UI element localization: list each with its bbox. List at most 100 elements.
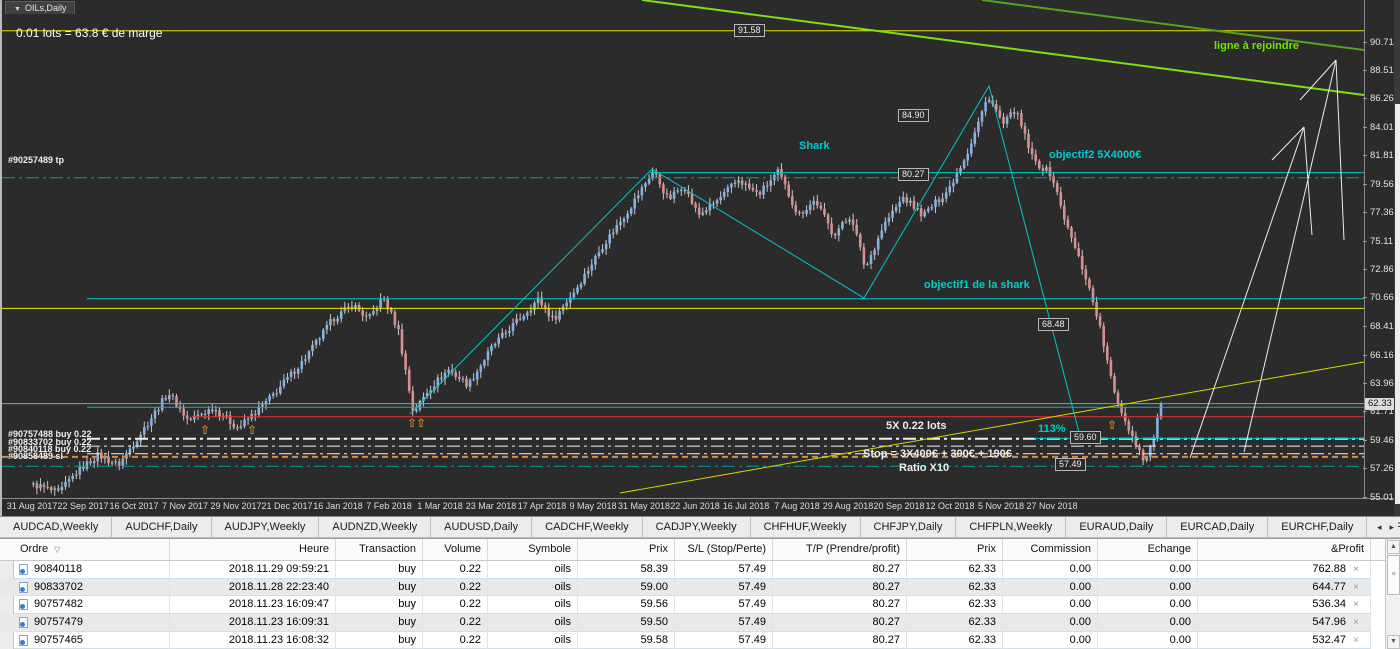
close-order-icon[interactable]: × [1353,564,1359,575]
tab-scroll-right-icon[interactable]: ▸ [1389,521,1394,532]
order-document-icon [19,599,28,611]
order-document-icon [19,634,28,646]
symbol-tab-eurcad[interactable]: EURCAD,Daily [1167,517,1269,537]
cell-tp: 80.27 [773,631,907,649]
order-level-label: #90858489 sl [8,451,64,461]
white-arrow-2-shaft [1243,59,1337,453]
price-tick-label: 59.46 [1363,435,1400,446]
price-tick-label: 70.66 [1363,292,1400,303]
cell-time: 2018.11.28 22:23:40 [170,578,336,597]
buy-arrow-icon: ⇧ [200,423,210,437]
column-header-volume[interactable]: Volume [423,539,488,560]
price-tick-label: 81.81 [1363,150,1400,161]
date-tick-label: 31 May 2018 [617,501,671,511]
order-row[interactable]: 90757479 2018.11.23 16:09:31 buy 0.22 oils 59… [0,614,1371,632]
column-header-t-p-prendre-profit[interactable]: T/P (Prendre/profit) [773,539,907,560]
scroll-down-icon[interactable]: ▼ [1387,635,1400,649]
order-row[interactable]: 90757465 2018.11.23 16:08:32 buy 0.22 oils 59… [0,631,1371,649]
symbol-tab-audusd[interactable]: AUDUSD,Daily [431,517,533,537]
cell-price: 59.00 [578,578,675,597]
cell-time: 2018.11.23 16:09:47 [170,596,336,615]
terminal-scrollbar[interactable]: ▲ ≡ ▼ [1385,539,1400,649]
cell-tp: 80.27 [773,614,907,632]
date-tick-label: 9 May 2018 [569,501,617,511]
terminal-scrollbar-thumb[interactable]: ≡ [1387,555,1400,595]
chart-text-annotation: Ratio X10 [899,462,950,474]
symbol-tab-eurchf[interactable]: EURCHF,Daily [1268,517,1368,537]
cell-commission: 0.00 [1003,631,1098,649]
price-tick-label: 66.16 [1363,350,1400,361]
price-tick-label: 84.01 [1363,122,1400,133]
column-header-transaction[interactable]: Transaction [336,539,423,560]
cell-commission: 0.00 [1003,614,1098,632]
order-row[interactable]: 90840118 2018.11.29 09:59:21 buy 0.22 oils 58… [0,561,1371,579]
order-document-icon [19,564,28,575]
order-row[interactable]: 90833702 2018.11.28 22:23:40 buy 0.22 oils 59… [0,578,1371,597]
chart-text-annotation: 0.01 lots = 63.8 € de marge [16,26,163,40]
green-line-to-rejoin [641,0,1364,96]
scroll-up-icon[interactable]: ▲ [1387,540,1400,554]
white-arrow-2-tail [1335,59,1345,241]
chart-text-annotation: 113% [1038,423,1066,435]
date-tick-label: 7 Feb 2018 [366,501,412,511]
cell-order: 90757482 [14,596,170,615]
chart-scrollbar[interactable] [1394,0,1400,516]
price-tick-label: 68.41 [1363,321,1400,332]
column-header-heure[interactable]: Heure [170,539,336,560]
column-header-echange[interactable]: Echange [1098,539,1198,560]
column-header-s-l-stop-perte[interactable]: S/L (Stop/Perte) [675,539,773,560]
cell-price2: 62.33 [907,578,1003,597]
column-header-ordre[interactable]: Ordre ▽ [14,539,170,560]
symbol-tab-chfpln[interactable]: CHFPLN,Weekly [956,517,1067,537]
tab-scroll-left-icon[interactable]: ◂ [1376,521,1382,532]
order-row[interactable]: 90757482 2018.11.23 16:09:47 buy 0.22 oils 59… [0,596,1371,615]
order-level-label: #90257489 tp [8,155,65,165]
cell-volume: 0.22 [423,614,488,632]
symbol-tab-audchf[interactable]: AUDCHF,Daily [112,517,212,537]
symbol-tab-cadchf[interactable]: CADCHF,Weekly [532,517,643,537]
column-header-commission[interactable]: Commission [1003,539,1098,560]
column-header-symbole[interactable]: Symbole [488,539,578,560]
price-tick-label: 79.56 [1363,179,1400,190]
chart-panel[interactable]: ▼ OILs,Daily ⇧ ⇧ ⇧ ⇧ ⇧ 0.01 lots = 63.8 € de … [0,0,1400,516]
column-header-prix[interactable]: Prix [907,539,1003,560]
chevron-down-icon: ▼ [14,6,21,13]
price-tick-label: 86.26 [1363,93,1400,104]
symbol-tab-cadjpy[interactable]: CADJPY,Weekly [642,517,751,537]
close-order-icon[interactable]: × [1353,581,1359,593]
close-order-icon[interactable]: × [1353,599,1359,611]
cell-type: buy [336,561,423,579]
horizontal-level-lines[interactable] [2,30,1364,467]
price-tick-label: 63.96 [1363,378,1400,389]
symbol-tab-chfjpy[interactable]: CHFJPY,Daily [860,517,957,537]
cell-profit: 762.88 × [1198,561,1371,579]
symbol-tab-chfhuf[interactable]: CHFHUF,Weekly [750,517,861,537]
chart-window-tab[interactable]: ▼ OILs,Daily [5,1,76,14]
price-tick-label: 72.86 [1363,264,1400,275]
candlestick-chart[interactable]: ⇧ ⇧ ⇧⇧ ⇧ [2,0,1364,498]
cell-volume: 0.22 [423,631,488,649]
date-tick-label: 23 Mar 2018 [465,501,517,511]
chart-scrollbar-thumb[interactable] [1395,104,1400,504]
trend-lines[interactable] [409,0,1364,494]
price-tag: 59.60 [1070,431,1101,445]
symbol-tab-audnzd[interactable]: AUDNZD,Weekly [319,517,432,537]
cell-volume: 0.22 [423,596,488,615]
date-tick-label: 1 Mar 2018 [417,501,463,511]
close-order-icon[interactable]: × [1353,617,1359,629]
cell-type: buy [336,614,423,632]
cell-sl: 57.49 [675,596,773,615]
cell-type: buy [336,631,423,649]
date-tick-label: 12 Oct 2018 [925,501,975,511]
tab-scroll-arrows: ◂ ▸ [1368,517,1398,537]
column-header-profit[interactable]: &Profit [1198,539,1371,560]
symbol-tab-audcad[interactable]: AUDCAD,Weekly [0,517,113,537]
symbol-tab-bar: AUDCAD,Weekly AUDCHF,Daily AUDJPY,Weekly AU… [0,516,1400,538]
cell-order: 90757465 [14,631,170,649]
symbol-tab-euraud[interactable]: EURAUD,Daily [1066,517,1168,537]
close-order-icon[interactable]: × [1353,634,1359,646]
price-tick-label: 77.36 [1363,207,1400,218]
symbol-tab-audjpy[interactable]: AUDJPY,Weekly [211,517,320,537]
white-arrow-1-wing [1271,126,1305,161]
column-header-prix[interactable]: Prix [578,539,675,560]
